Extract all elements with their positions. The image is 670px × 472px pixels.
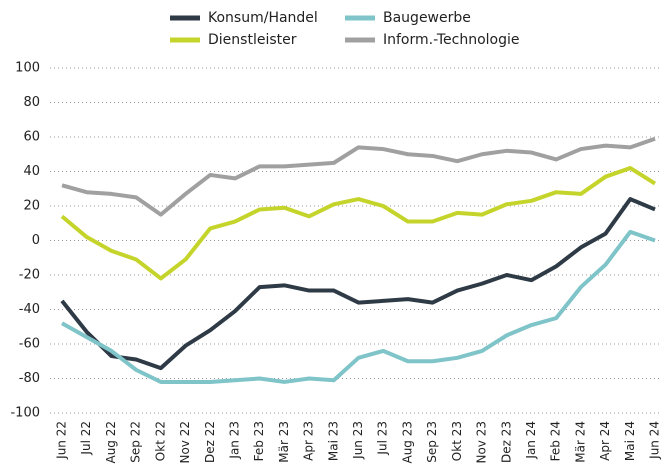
x-tick-label: Dez 23 bbox=[499, 421, 513, 463]
x-tick-label: Sep 22 bbox=[129, 421, 143, 463]
y-tick-label: -80 bbox=[19, 371, 40, 386]
x-tick-label: Nov 22 bbox=[178, 421, 192, 464]
y-tick-label: -100 bbox=[10, 406, 40, 421]
x-tick-label: Jul 23 bbox=[376, 421, 390, 456]
line-series bbox=[60, 166, 657, 281]
y-tick-label: 0 bbox=[32, 233, 40, 248]
legend-label: Baugewerbe bbox=[383, 10, 471, 26]
y-tick-label: 20 bbox=[23, 199, 40, 214]
y-tick-label: -40 bbox=[19, 302, 40, 317]
line-series bbox=[61, 229, 656, 384]
legend-label: Dienstleister bbox=[208, 32, 297, 48]
x-tick-label: Nov 23 bbox=[475, 421, 489, 464]
x-tick-label: Mai 23 bbox=[326, 421, 340, 461]
x-tick-label: Dez 22 bbox=[203, 421, 217, 463]
x-tick-label: Mär 23 bbox=[277, 421, 291, 463]
x-tick-label: Sep 23 bbox=[425, 421, 439, 463]
x-tick-label: Jan 23 bbox=[227, 421, 241, 460]
x-tick-label: Feb 23 bbox=[252, 421, 266, 461]
x-tick-label: Jun 24 bbox=[648, 421, 662, 460]
x-tick-label: Apr 23 bbox=[302, 421, 316, 461]
x-tick-label: Apr 24 bbox=[598, 421, 612, 461]
legend-label: Inform.-Technologie bbox=[383, 32, 520, 48]
x-tick-label: Okt 23 bbox=[450, 421, 464, 461]
y-tick-label: 80 bbox=[23, 95, 40, 110]
x-tick-label: Aug 22 bbox=[104, 421, 118, 464]
x-tick-label: Mai 24 bbox=[623, 421, 637, 461]
x-tick-label: Jan 24 bbox=[524, 421, 538, 460]
x-tick-label: Jul 22 bbox=[79, 421, 93, 456]
x-tick-label: Feb 24 bbox=[549, 421, 563, 461]
x-tick-label: Jun 23 bbox=[351, 421, 365, 460]
x-tick-label: Aug 23 bbox=[400, 421, 414, 464]
line-series bbox=[61, 136, 656, 217]
x-tick-label: Okt 22 bbox=[153, 421, 167, 461]
line-series bbox=[60, 197, 656, 371]
legend-label: Konsum/Handel bbox=[208, 10, 318, 26]
y-tick-label: 100 bbox=[15, 61, 40, 76]
y-tick-label: -20 bbox=[19, 268, 40, 283]
x-tick-label: Jun 22 bbox=[55, 421, 69, 460]
x-tick-label: Mär 24 bbox=[573, 421, 587, 463]
y-tick-label: 60 bbox=[23, 130, 40, 145]
y-tick-label: 40 bbox=[23, 164, 40, 179]
y-tick-label: -60 bbox=[19, 337, 40, 352]
